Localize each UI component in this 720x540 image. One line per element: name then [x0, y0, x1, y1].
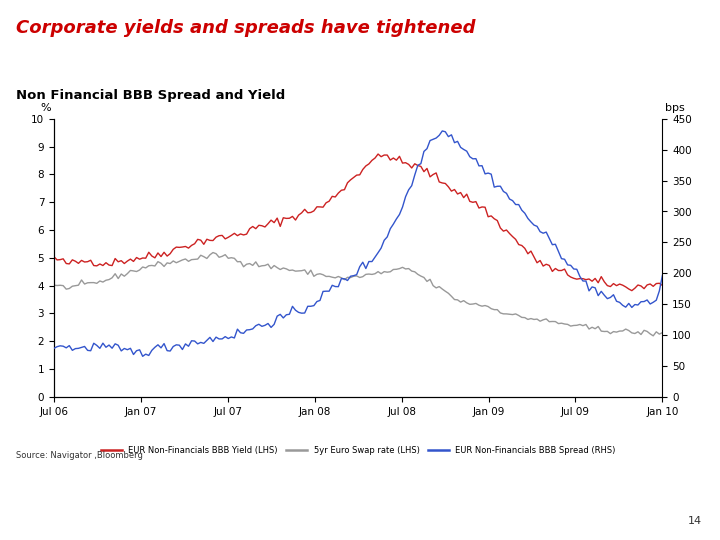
Text: Source: Navigator ,Bloomberg: Source: Navigator ,Bloomberg [16, 451, 143, 460]
Text: 14: 14 [688, 516, 702, 526]
Legend: EUR Non-Financials BBB Yield (LHS), 5yr Euro Swap rate (LHS), EUR Non-Financials: EUR Non-Financials BBB Yield (LHS), 5yr … [97, 443, 619, 458]
Text: Non Financial BBB Spread and Yield: Non Financial BBB Spread and Yield [16, 89, 285, 102]
Text: Corporate yields and spreads have tightened: Corporate yields and spreads have tighte… [16, 19, 475, 37]
Text: %: % [40, 103, 51, 113]
Text: bps: bps [665, 103, 685, 113]
